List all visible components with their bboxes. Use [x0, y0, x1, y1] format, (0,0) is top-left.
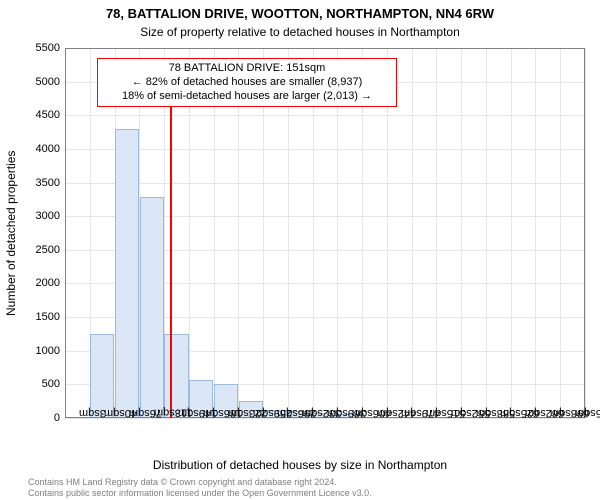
histogram-bar	[140, 197, 164, 418]
y-tick-label: 2000	[36, 277, 60, 289]
y-tick-label: 5000	[36, 76, 60, 88]
y-tick-label: 2500	[36, 244, 60, 256]
footer-line2: Contains public sector information licen…	[28, 488, 372, 498]
gridline-v	[461, 48, 462, 418]
y-tick-label: 4500	[36, 109, 60, 121]
gridline-h	[65, 115, 585, 116]
histogram-bar	[164, 334, 188, 418]
property-marker-line	[170, 102, 172, 418]
x-axis-label: Distribution of detached houses by size …	[0, 458, 600, 472]
histogram-bar	[90, 334, 114, 418]
footer-attribution: Contains HM Land Registry data © Crown c…	[28, 477, 588, 499]
gridline-v	[511, 48, 512, 418]
gridline-v	[535, 48, 536, 418]
y-tick-label: 3000	[36, 210, 60, 222]
gridline-v	[486, 48, 487, 418]
histogram-bar	[115, 129, 139, 418]
top-axis-line	[65, 48, 585, 49]
gridline-v	[412, 48, 413, 418]
right-axis-line	[584, 48, 585, 418]
chart-title-description: Size of property relative to detached ho…	[0, 25, 600, 39]
annotation-line1: 78 BATTALION DRIVE: 151sqm	[104, 62, 390, 76]
gridline-h	[65, 183, 585, 184]
y-tick-label: 0	[54, 412, 60, 424]
gridline-h	[65, 149, 585, 150]
y-tick-label: 4000	[36, 143, 60, 155]
plot-area: 78 BATTALION DRIVE: 151sqm← 82% of detac…	[65, 48, 585, 418]
y-tick-label: 3500	[36, 177, 60, 189]
annotation-callout: 78 BATTALION DRIVE: 151sqm← 82% of detac…	[97, 58, 397, 107]
gridline-v	[585, 48, 586, 418]
y-axis-label: Number of detached properties	[4, 150, 18, 315]
y-tick-label: 1500	[36, 311, 60, 323]
y-tick-label: 5500	[36, 42, 60, 54]
gridline-v	[436, 48, 437, 418]
footer-line1: Contains HM Land Registry data © Crown c…	[28, 477, 337, 487]
chart-title-address: 78, BATTALION DRIVE, WOOTTON, NORTHAMPTO…	[0, 6, 600, 21]
y-tick-label: 1000	[36, 345, 60, 357]
y-tick-label: 500	[42, 378, 60, 390]
annotation-line2: ← 82% of detached houses are smaller (8,…	[104, 76, 390, 90]
y-axis-line	[65, 48, 66, 418]
gridline-v	[560, 48, 561, 418]
chart-container: { "title_line1": "78, BATTALION DRIVE, W…	[0, 0, 600, 500]
annotation-line3: 18% of semi-detached houses are larger (…	[104, 90, 390, 104]
